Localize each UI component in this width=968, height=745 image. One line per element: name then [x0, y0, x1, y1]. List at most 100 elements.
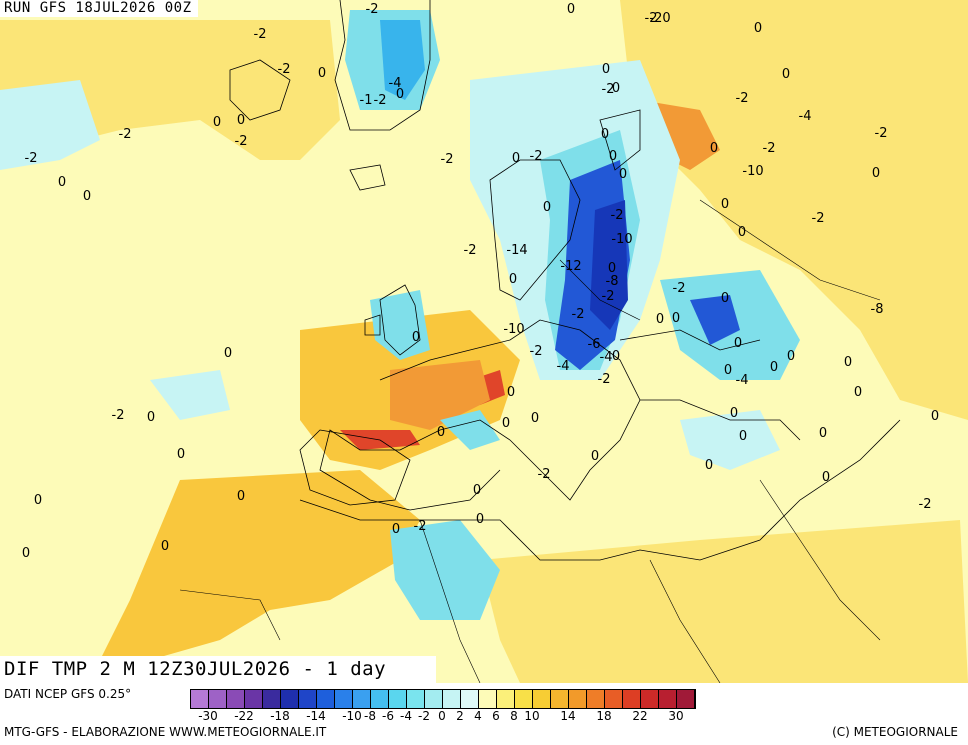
- warm-region-france: [390, 360, 490, 430]
- contour-label: -2: [530, 344, 543, 359]
- cool-region-atlantic-south: [150, 370, 230, 420]
- scale-tick-label: 8: [510, 709, 518, 723]
- contour-label: 0: [787, 349, 795, 364]
- scale-tick-label: -14: [306, 709, 326, 723]
- contour-label: 0: [754, 21, 762, 36]
- scale-box: [605, 690, 623, 708]
- warm-region-north-africa: [100, 470, 420, 660]
- contour-label: 0: [822, 470, 830, 485]
- cool-region-atlantic-west: [0, 80, 100, 170]
- contour-label: -2: [875, 126, 888, 141]
- contour-label: 0: [224, 346, 232, 361]
- contour-label: -2: [25, 151, 38, 166]
- cool-region-italy: [440, 410, 500, 450]
- contour-label: -2: [602, 82, 615, 97]
- anomaly-field: -2 0-2-200-2-2 0-4-1 -2 00 0-2-2-20-200-2-2-4…: [0, 0, 968, 683]
- contour-label: -2: [374, 93, 387, 108]
- scale-tick-label: -6: [382, 709, 394, 723]
- contour-label: 0: [437, 425, 445, 440]
- scale-box: [425, 690, 443, 708]
- contour-label: 0: [512, 151, 520, 166]
- contour-label: 0: [739, 429, 747, 444]
- contour-label: 0: [724, 363, 732, 378]
- contour-label: -2: [278, 62, 291, 77]
- contour-label: 0: [473, 483, 481, 498]
- contour-label: -2: [254, 27, 267, 42]
- contour-label: 0: [872, 166, 880, 181]
- scale-box: [245, 690, 263, 708]
- contour-label: 0: [392, 522, 400, 537]
- legend-footer: DATI NCEP GFS 0.25° -30 -22 -18 -14 -10 -8 -6-…: [0, 683, 968, 745]
- scale-box: [677, 690, 695, 708]
- scale-box: [209, 690, 227, 708]
- contour-label: -10: [503, 322, 524, 337]
- contour-label: 0: [601, 127, 609, 142]
- scale-tick-label: -4: [400, 709, 412, 723]
- contour-label: 0: [721, 197, 729, 212]
- scale-tick-label: 6: [492, 709, 500, 723]
- contour-label: 0: [721, 291, 729, 306]
- cold-region-belarus: [690, 295, 740, 345]
- contour-label: 0: [34, 493, 42, 508]
- contour-label: -2: [235, 134, 248, 149]
- contour-label: 0: [734, 336, 742, 351]
- contour-label: 0: [502, 416, 510, 431]
- contour-label: -20: [649, 11, 670, 26]
- contour-label: -4: [799, 109, 812, 124]
- contour-label: -2: [598, 372, 611, 387]
- contour-label: 0: [619, 167, 627, 182]
- contour-label: -2: [119, 127, 132, 142]
- scale-box: [497, 690, 515, 708]
- country-borders: [179, 199, 881, 683]
- contour-label: -8: [606, 274, 619, 289]
- contour-label: -2: [414, 519, 427, 534]
- scale-tick-label: -10: [342, 709, 362, 723]
- cool-region-algeria: [390, 520, 500, 620]
- contour-label: 0: [161, 539, 169, 554]
- color-scale-ticks: -30 -22 -18 -14 -10 -8 -6 -4 -2 0 2 4 6 8 10 14 18 22 30: [190, 709, 968, 723]
- contour-label: 0: [705, 458, 713, 473]
- contour-label: 0: [543, 200, 551, 215]
- contour-label: 0: [83, 189, 91, 204]
- contour-label: 0: [147, 410, 155, 425]
- contour-label: 0: [237, 113, 245, 128]
- contour-label: 0: [770, 360, 778, 375]
- contour-label: -14: [506, 243, 527, 258]
- map-title: DIF TMP 2 M 12Z30JUL2026 - 1 day: [0, 656, 436, 683]
- scale-box: [317, 690, 335, 708]
- contour-label: -10: [742, 164, 763, 179]
- contour-label: 0: [591, 449, 599, 464]
- contour-label: 0: [710, 141, 718, 156]
- credit-label: MTG-GFS - ELABORAZIONE WWW.METEOGIORNALE…: [4, 725, 327, 739]
- contour-label: -2: [736, 91, 749, 106]
- contour-label: 0: [612, 349, 620, 364]
- scale-tick-label: -2: [418, 709, 430, 723]
- very-cold-core: [590, 200, 628, 330]
- contour-label: 0: [819, 426, 827, 441]
- scale-box: [569, 690, 587, 708]
- cool-region-greenland-core: [380, 20, 425, 100]
- scale-tick-label: -8: [364, 709, 376, 723]
- contour-label: 0: [608, 261, 616, 276]
- scale-box: [191, 690, 209, 708]
- scale-tick-label: 30: [668, 709, 684, 723]
- warm-region-east-europe: [620, 0, 968, 420]
- scale-box: [443, 690, 461, 708]
- contour-label: 0: [844, 355, 852, 370]
- scale-box: [515, 690, 533, 708]
- scale-tick-label: 2: [456, 709, 464, 723]
- contour-label: 0: [509, 272, 517, 287]
- contour-label: -2: [538, 467, 551, 482]
- scale-box: [407, 690, 425, 708]
- scale-box: [281, 690, 299, 708]
- scale-box: [461, 690, 479, 708]
- contour-label: -2: [812, 211, 825, 226]
- contour-label: -2: [464, 243, 477, 258]
- contour-labels: -2 0-2-200-2-2 0-4-1 -2 00 0-2-2-20-200-2-2-4…: [22, 2, 939, 561]
- contour-label: -2: [572, 307, 585, 322]
- contour-label: 0: [476, 512, 484, 527]
- contour-label: -2: [645, 11, 658, 26]
- data-source-label: DATI NCEP GFS 0.25°: [4, 687, 132, 701]
- scale-box: [659, 690, 677, 708]
- warm-region-sahara: [480, 520, 968, 683]
